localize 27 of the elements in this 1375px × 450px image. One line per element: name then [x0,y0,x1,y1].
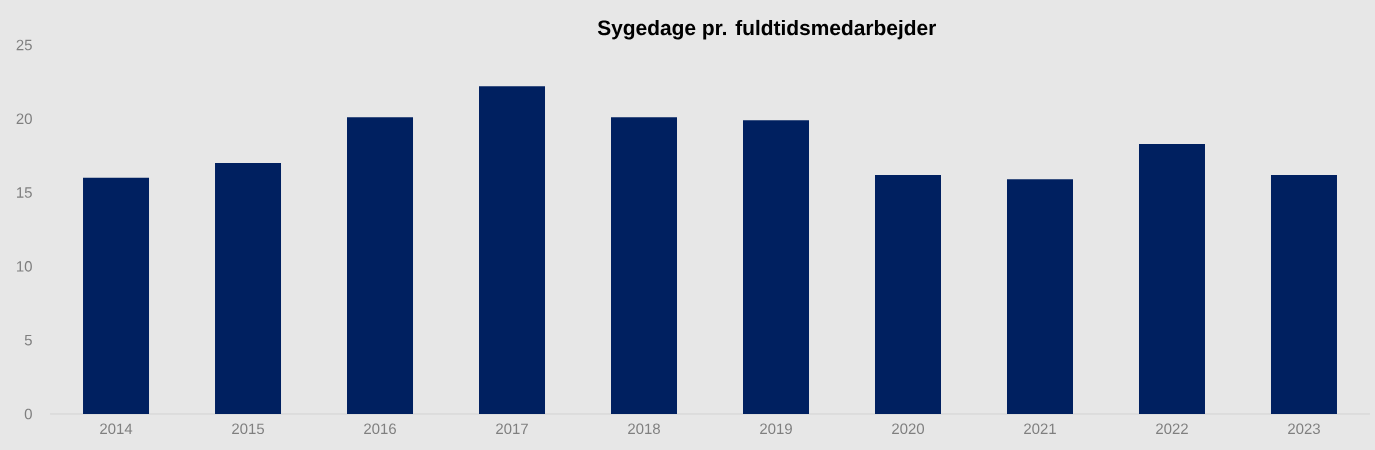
bar [611,117,678,414]
x-tick-label: 2016 [364,423,396,435]
bar [875,174,941,414]
x-tick-label: 2020 [892,423,925,435]
y-tick-label: 15 [17,187,32,198]
x-tick-label: 2019 [760,423,792,435]
y-tick-label: 25 [16,39,32,51]
bar [479,86,546,414]
x-tick-label: 2023 [1288,423,1320,435]
y-tick-label: 5 [24,334,32,346]
y-tick-label: 0 [24,408,32,420]
bar [1138,143,1205,414]
x-tick-label: 2021 [1024,423,1056,435]
bar [347,117,414,414]
x-tick-label: 2022 [1156,423,1188,435]
x-tick-label: 2017 [496,423,528,435]
y-tick-label: 10 [17,261,32,272]
bar [743,120,809,414]
bar [215,163,282,414]
bar [83,177,150,414]
bar [1270,174,1337,414]
y-tick-label: 20 [16,113,32,125]
x-tick-label: 2015 [232,423,265,435]
chart-title: Sygedage pr. fuldtidsmedarbejder [597,19,936,40]
x-tick-label: 2018 [628,423,660,435]
x-tick-label: 2014 [100,423,133,435]
bar [1007,179,1073,414]
